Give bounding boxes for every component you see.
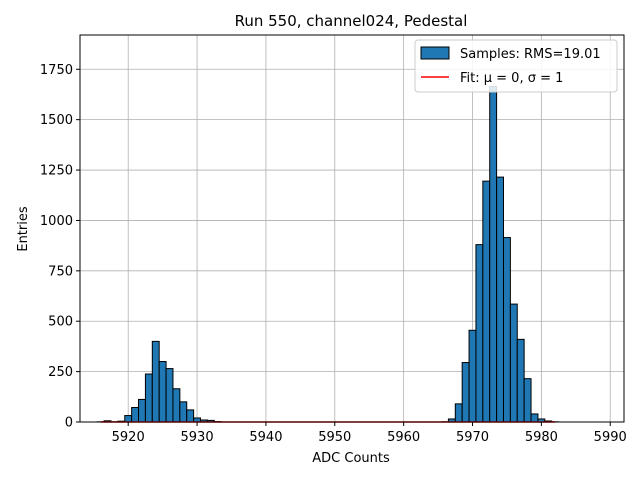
histogram-bar [144, 373, 153, 423]
histogram-bar [530, 413, 539, 423]
y-tick-label: 500 [48, 315, 73, 330]
histogram-bar [158, 361, 167, 423]
x-tick-label: 5930 [181, 430, 214, 445]
histogram-bar [151, 340, 160, 423]
histogram-bar [461, 362, 470, 423]
chart-title: Run 550, channel024, Pedestal [235, 12, 468, 30]
y-tick-label: 1000 [40, 214, 73, 229]
x-tick-label: 5920 [112, 430, 145, 445]
histogram-bar [489, 85, 498, 423]
histogram-bar [482, 180, 491, 423]
histogram-bar [165, 368, 174, 423]
histogram-bar [502, 237, 511, 423]
plot-frame [79, 34, 625, 423]
histogram-bar [172, 388, 181, 423]
x-tick-label: 5940 [249, 430, 282, 445]
x-tick-label: 5980 [525, 430, 558, 445]
histogram-bar [131, 406, 140, 423]
legend-label-samples: Samples: RMS=19.01 [460, 47, 601, 62]
x-axis-label: ADC Counts [312, 451, 390, 466]
y-tick-label: 750 [48, 264, 73, 279]
legend-box [414, 39, 618, 93]
y-tick-label: 1750 [40, 63, 73, 78]
histogram-bar [509, 303, 518, 423]
histogram-bar [138, 398, 146, 423]
x-axis-ticks: 5920 5930 5940 5950 5960 5970 5980 5990 [112, 422, 627, 445]
x-tick-label: 5970 [456, 430, 489, 445]
legend: Samples: RMS=19.01 Fit: μ = 0, σ = 1 [414, 39, 618, 93]
legend-bar-swatch [420, 46, 450, 60]
y-axis-label: Entries [16, 206, 31, 252]
histogram-bar [496, 176, 504, 423]
x-tick-label: 5960 [387, 430, 420, 445]
y-tick-label: 250 [48, 365, 73, 380]
histogram-bar [475, 244, 484, 423]
x-tick-label: 5950 [318, 430, 351, 445]
y-axis-ticks: 0 250 500 750 1000 1250 1500 1750 [40, 63, 80, 431]
histogram-bar [516, 338, 525, 423]
y-tick-label: 1500 [40, 113, 73, 128]
histogram-bar [454, 403, 463, 423]
y-tick-label: 1250 [40, 164, 73, 179]
histogram-bar [124, 415, 133, 423]
y-tick-label: 0 [65, 416, 73, 431]
x-tick-label: 5990 [594, 430, 627, 445]
histogram-bar [179, 401, 188, 423]
legend-label-fit: Fit: μ = 0, σ = 1 [460, 71, 563, 86]
histogram-bar [186, 409, 195, 423]
histogram-bar [468, 329, 477, 423]
histogram-bar [523, 378, 532, 423]
